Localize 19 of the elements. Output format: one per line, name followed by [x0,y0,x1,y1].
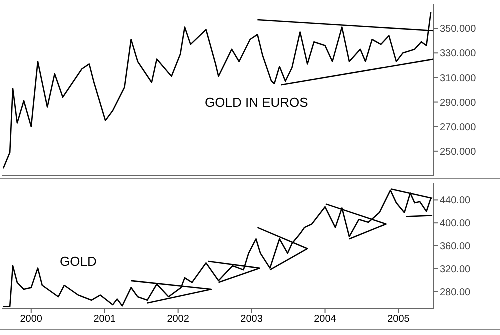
y-tick-label: 360.00 [440,242,472,253]
y-tick-label: 310.000 [440,73,477,84]
y-tick-label: 400.00 [440,218,472,230]
x-tick-label: 2004 [314,314,337,326]
y-tick-label: 320.00 [440,264,472,276]
annotation: GOLD [60,254,97,269]
x-tick-label: 2002 [167,314,190,326]
y-tick-label: 440.00 [440,196,472,207]
x-tick-label: 2000 [20,314,43,326]
y-tick-label: 330.000 [440,48,477,60]
y-tick-label: 290.000 [440,98,477,109]
y-tick-label: 250.000 [440,146,477,158]
y-tick-label: 350.000 [440,24,477,36]
x-tick-label: 2003 [240,314,264,326]
x-tick-label: 2001 [94,314,116,326]
x-tick-label: 2005 [388,314,410,326]
y-tick-label: 270.000 [440,122,477,134]
annotation: GOLD IN EUROS [205,95,308,110]
y-tick-label: 280.00 [440,287,472,298]
